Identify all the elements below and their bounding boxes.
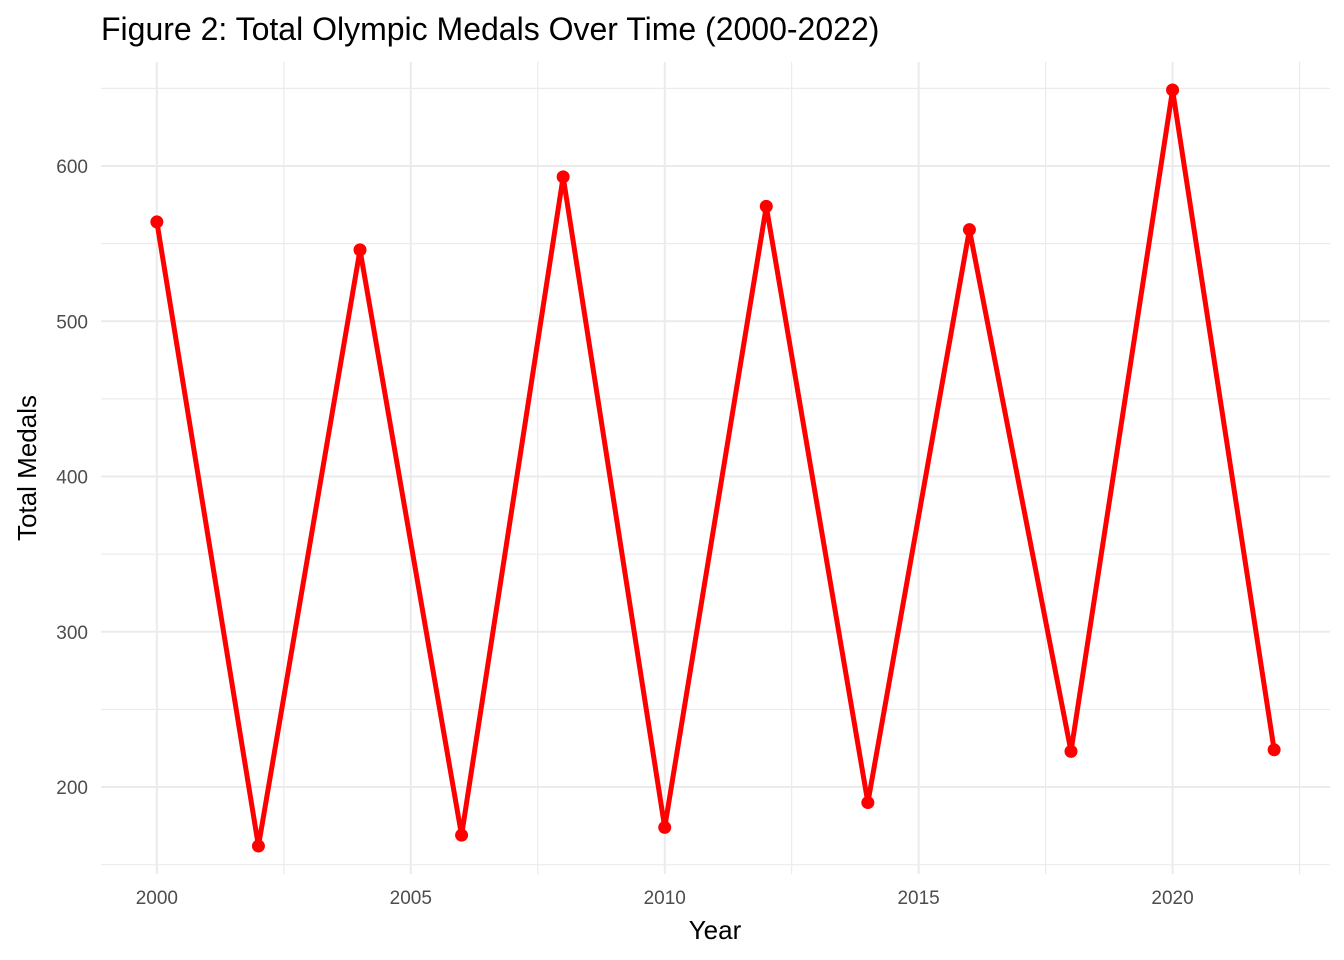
series-line: [154, 89, 1277, 847]
y-axis-title: Total Medals: [12, 395, 42, 541]
series-total-medals: [150, 83, 1281, 853]
data-point: [1064, 744, 1078, 758]
y-tick-label: 600: [56, 157, 88, 178]
data-point: [658, 820, 672, 834]
x-tick-label: 2020: [1151, 888, 1193, 909]
data-point: [962, 223, 976, 237]
data-point: [556, 170, 570, 184]
x-axis-ticks: 2000 2005 2010 2015 2020: [136, 888, 1194, 909]
data-point: [759, 199, 773, 213]
y-tick-label: 500: [56, 312, 88, 333]
grid-lines: [101, 62, 1330, 874]
x-tick-label: 2005: [390, 888, 432, 909]
x-axis-title: Year: [689, 915, 742, 945]
chart-title: Figure 2: Total Olympic Medals Over Time…: [101, 11, 879, 47]
data-point: [455, 828, 469, 842]
data-point: [1166, 83, 1180, 97]
x-tick-label: 2000: [136, 888, 178, 909]
y-tick-label: 300: [56, 623, 88, 644]
data-point: [1267, 743, 1281, 757]
y-axis-ticks: 200 300 400 500 600: [56, 157, 88, 799]
y-tick-label: 200: [56, 778, 88, 799]
data-point: [861, 796, 875, 810]
x-tick-label: 2015: [897, 888, 939, 909]
data-point: [353, 243, 367, 257]
y-tick-label: 400: [56, 468, 88, 489]
data-point: [251, 839, 265, 853]
data-point: [150, 215, 164, 229]
x-tick-label: 2010: [644, 888, 686, 909]
